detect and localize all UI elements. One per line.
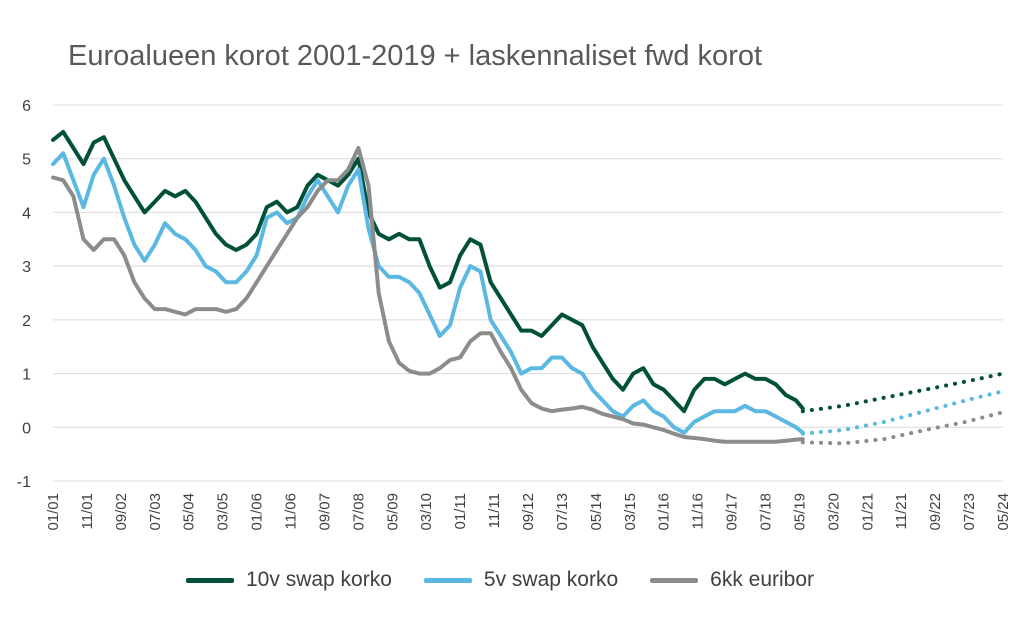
legend: 10v swap korko 5v swap korko 6kk euribor: [186, 568, 814, 592]
x-tick-label: 01/21: [859, 493, 876, 531]
y-tick-label: 0: [22, 420, 31, 437]
y-tick-label: 5: [22, 152, 31, 169]
x-tick: 07/08: [350, 493, 367, 531]
x-tick: 05/14: [588, 493, 605, 531]
x-tick-label: 07/03: [147, 493, 164, 531]
x-tick-label: 03/10: [418, 493, 435, 531]
x-tick: 01/16: [656, 493, 673, 531]
y-axis-ticks: -1 0 1 2 3 4 5 6: [17, 98, 31, 491]
x-tick-label: 09/22: [927, 493, 944, 531]
y-tick-label: 3: [22, 259, 31, 276]
y-tick-label: 1: [22, 367, 31, 384]
x-tick-label: 05/14: [588, 493, 605, 531]
legend-swatch: [186, 577, 234, 583]
x-tick: 09/12: [520, 493, 537, 531]
x-tick-label: 05/24: [995, 493, 1012, 531]
x-tick-label: 11/21: [893, 493, 910, 529]
x-tick-label: 09/17: [724, 493, 741, 531]
x-tick: 07/13: [554, 493, 571, 531]
x-tick: 09/07: [316, 493, 333, 531]
x-axis-ticks: 01/01 11/01 09/02 07/03 05/04 03/05 01/06 11/06…: [45, 493, 1012, 531]
x-tick-label: 05/19: [791, 493, 808, 531]
series-line: [51, 151, 805, 435]
chart-title: Euroalueen korot 2001-2019 + laskennalis…: [68, 40, 763, 72]
x-tick: 11/01: [79, 493, 96, 529]
x-tick: 03/20: [825, 493, 842, 531]
x-tick-label: 05/09: [384, 493, 401, 531]
x-tick: 09/22: [927, 493, 944, 531]
x-tick: 05/19: [791, 493, 808, 531]
x-tick-label: 01/16: [656, 493, 673, 531]
x-tick: 03/10: [418, 493, 435, 531]
series-line: [51, 129, 805, 414]
legend-swatch: [650, 577, 699, 583]
series-line: [51, 146, 805, 444]
x-tick-label: 11/11: [486, 493, 503, 528]
legend-label: 10v swap korko: [246, 568, 392, 591]
x-tick-label: 09/02: [113, 493, 130, 531]
y-tick-label: 6: [22, 98, 31, 115]
x-tick-label: 01/06: [249, 493, 266, 531]
x-tick-label: 11/06: [283, 493, 300, 529]
x-tick-label: 07/13: [554, 493, 571, 531]
y-tick-label: 4: [22, 205, 31, 222]
x-tick: 09/02: [113, 493, 130, 531]
y-tick-label: -1: [17, 474, 31, 491]
x-tick-label: 05/04: [181, 493, 198, 531]
x-tick-label: 03/05: [215, 493, 232, 531]
x-tick: 03/05: [215, 493, 232, 531]
x-tick-label: 09/12: [520, 493, 537, 531]
forward-rate-line: [800, 410, 1005, 446]
x-tick-label: 03/15: [622, 493, 639, 531]
x-tick: 01/21: [859, 493, 876, 531]
x-tick: 11/21: [893, 493, 910, 529]
legend-item: 6kk euribor: [650, 568, 814, 592]
x-tick-label: 03/20: [825, 493, 842, 531]
x-tick: 01/06: [249, 493, 266, 531]
x-tick: 05/24: [995, 493, 1012, 531]
x-tick: 07/23: [961, 493, 978, 531]
legend-label: 5v swap korko: [483, 568, 619, 591]
y-tick-label: 2: [22, 313, 31, 330]
legend-item: 5v swap korko: [423, 568, 619, 592]
x-tick-label: 01/11: [452, 493, 469, 529]
x-tick-label: 01/01: [45, 493, 62, 531]
x-tick: 11/06: [283, 493, 300, 529]
x-tick-label: 07/23: [961, 493, 978, 531]
legend-swatch: [423, 577, 472, 583]
x-tick: 01/11: [452, 493, 469, 529]
legend-label: 6kk euribor: [710, 568, 815, 591]
line-chart: -1 0 1 2 3 4 5 6 01/01 11/01 09/02 07/03 05/04 03/05…: [17, 98, 1012, 531]
x-tick-label: 09/07: [316, 493, 333, 531]
x-tick-label: 11/16: [690, 493, 707, 529]
x-tick: 05/09: [384, 493, 401, 531]
x-tick-label: 07/08: [350, 493, 367, 531]
x-tick: 03/15: [622, 493, 639, 531]
x-tick-label: 07/18: [758, 493, 775, 531]
x-tick: 09/17: [724, 493, 741, 531]
forward-rate-line: [800, 371, 1005, 414]
x-tick: 01/01: [45, 493, 62, 531]
grid-lines: [53, 104, 1003, 482]
x-tick: 11/11: [486, 493, 503, 528]
legend-item: 10v swap korko: [186, 568, 392, 592]
x-tick: 11/16: [690, 493, 707, 529]
series-lines: [51, 129, 1005, 446]
x-tick: 05/04: [181, 493, 198, 531]
forward-rate-line: [800, 389, 1005, 436]
x-tick: 07/03: [147, 493, 164, 531]
x-tick-label: 11/01: [79, 493, 96, 529]
x-tick: 07/18: [758, 493, 775, 531]
